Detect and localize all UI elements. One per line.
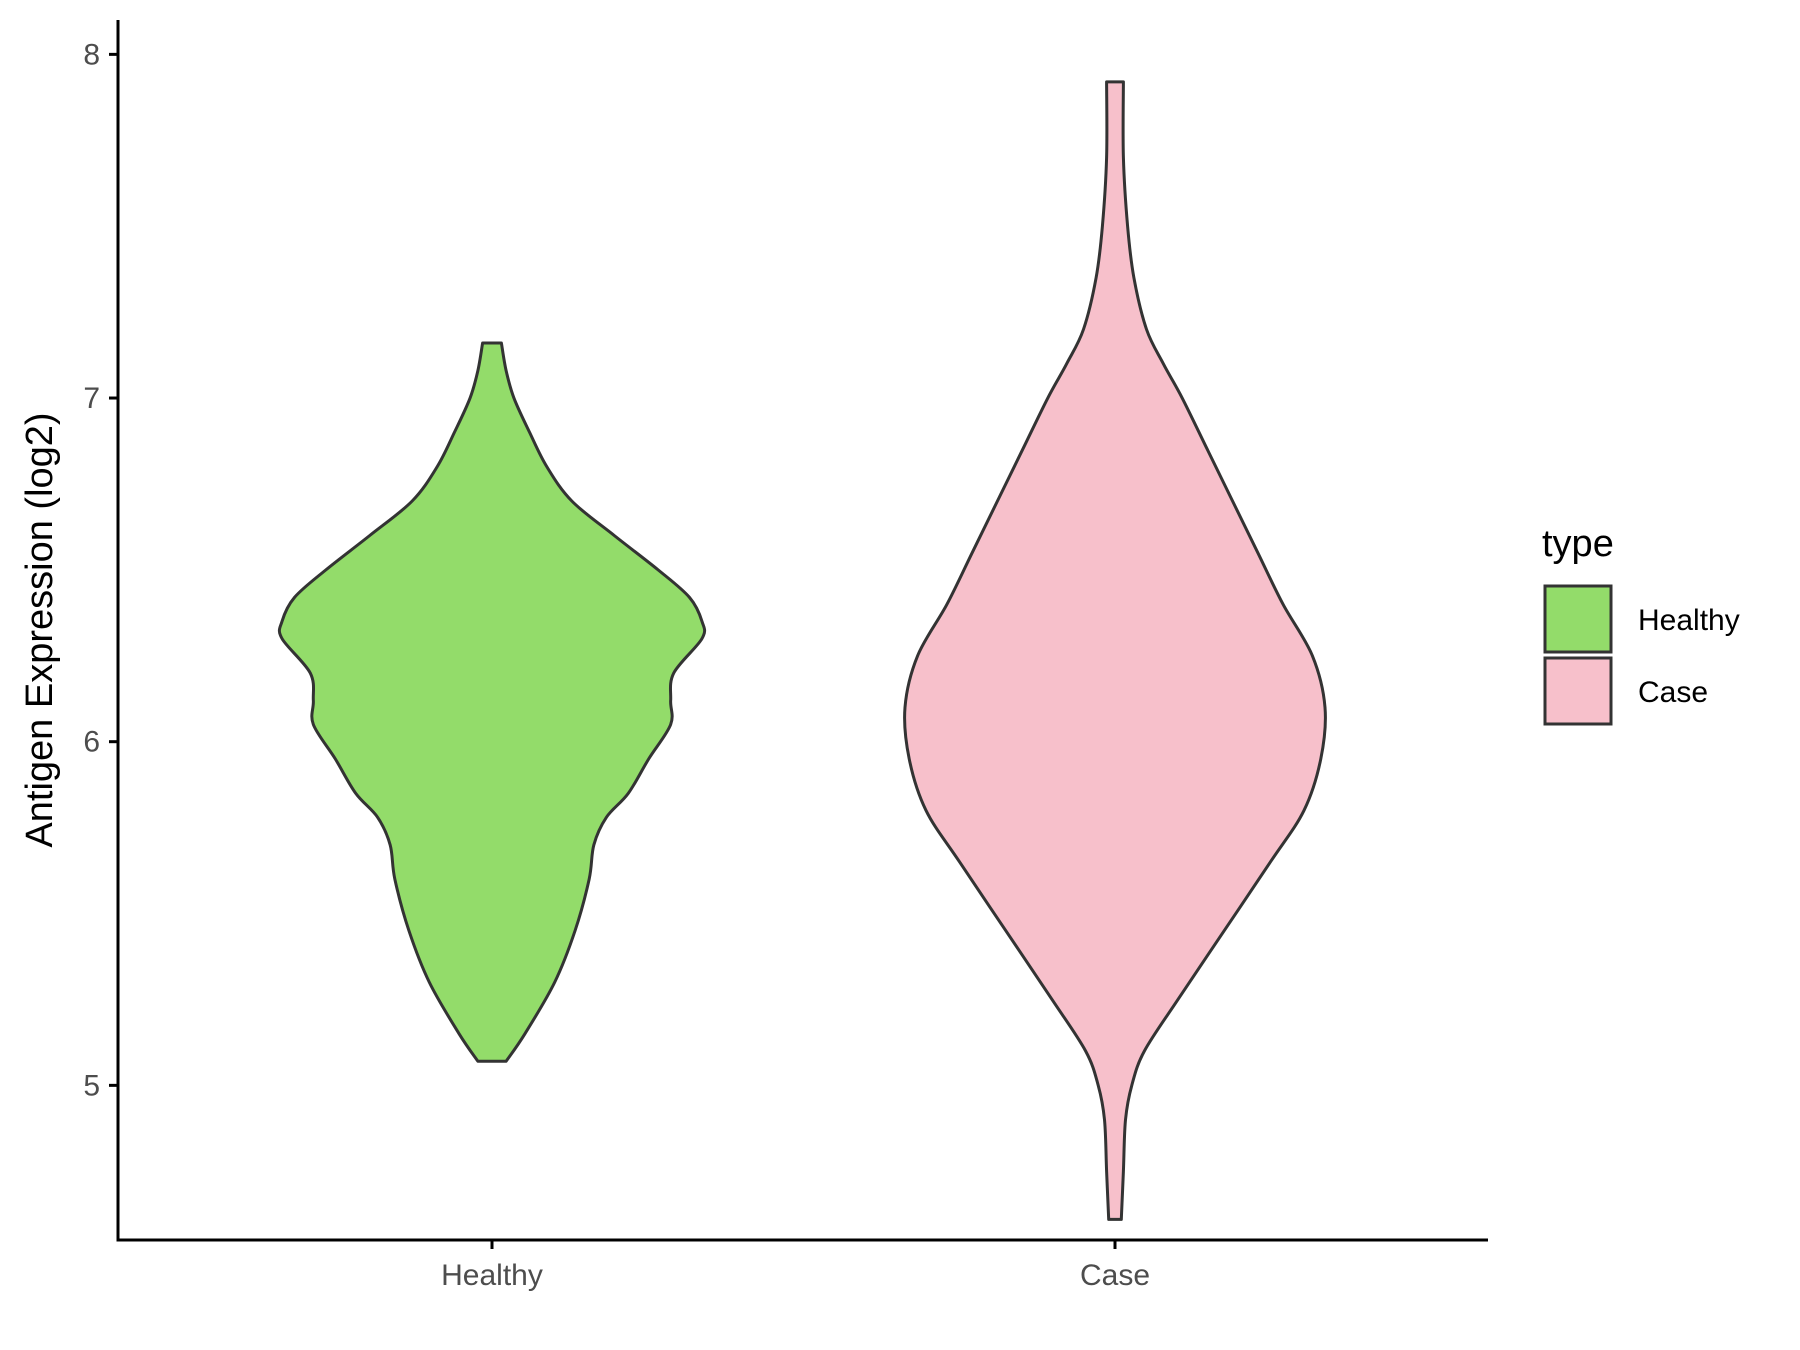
axes-layer: 5 6 7 8 Healthy Case: [83, 20, 1488, 1292]
y-tick-label: 5: [83, 1069, 100, 1102]
y-tick-label: 8: [83, 38, 100, 71]
legend-swatch-case: [1543, 656, 1613, 726]
y-ticks: 5 6 7 8: [83, 38, 118, 1102]
x-tick-label: Healthy: [441, 1259, 543, 1292]
legend: type Healthy Case: [1542, 523, 1740, 726]
y-tick-label: 7: [83, 382, 100, 415]
violins-layer: [277, 80, 1327, 1221]
y-tick-label: 6: [83, 726, 100, 759]
x-ticks: Healthy Case: [441, 1240, 1150, 1292]
legend-label-case: Case: [1638, 676, 1708, 709]
y-axis-title: Antigen Expression (log2): [19, 412, 61, 847]
violin-case: [903, 80, 1327, 1221]
legend-title: type: [1542, 523, 1614, 565]
legend-swatch-healthy: [1543, 584, 1613, 654]
violin-healthy: [277, 341, 707, 1063]
x-tick-label: Case: [1080, 1259, 1150, 1292]
legend-items: Healthy Case: [1543, 584, 1740, 726]
legend-label-healthy: Healthy: [1638, 604, 1740, 637]
